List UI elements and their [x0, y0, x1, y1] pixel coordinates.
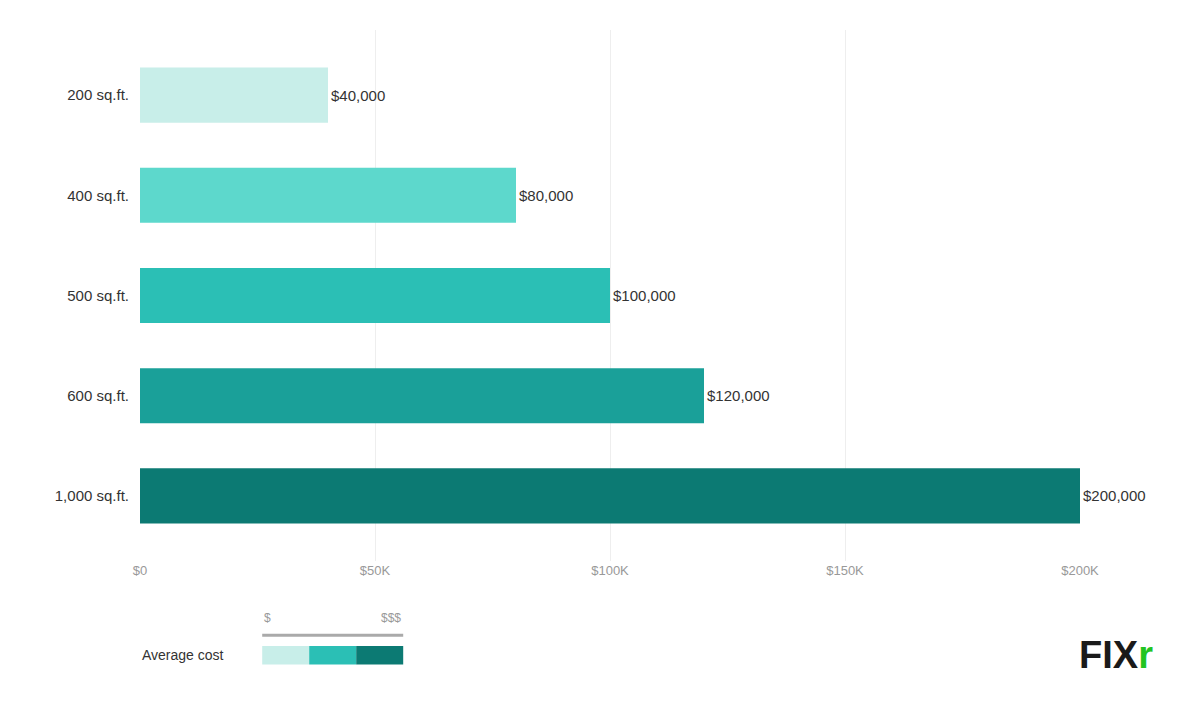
svg-text:$80,000: $80,000	[519, 187, 573, 204]
svg-text:$$$: $$$	[381, 611, 401, 625]
svg-text:500 sq.ft.: 500 sq.ft.	[67, 287, 129, 304]
svg-text:$150K: $150K	[826, 563, 864, 578]
svg-text:600 sq.ft.: 600 sq.ft.	[67, 387, 129, 404]
svg-text:$120,000: $120,000	[707, 387, 770, 404]
svg-text:$200,000: $200,000	[1083, 487, 1146, 504]
svg-text:$0: $0	[133, 563, 147, 578]
svg-text:$200K: $200K	[1061, 563, 1099, 578]
svg-text:$100K: $100K	[591, 563, 629, 578]
svg-text:$: $	[264, 611, 271, 625]
svg-text:Average cost: Average cost	[142, 647, 224, 663]
svg-text:400 sq.ft.: 400 sq.ft.	[67, 187, 129, 204]
svg-text:200 sq.ft.: 200 sq.ft.	[67, 86, 129, 103]
svg-text:FIXr: FIXr	[1079, 634, 1153, 676]
svg-text:1,000 sq.ft.: 1,000 sq.ft.	[55, 487, 129, 504]
svg-text:$50K: $50K	[360, 563, 391, 578]
svg-text:$40,000: $40,000	[331, 87, 385, 104]
svg-text:$100,000: $100,000	[613, 287, 676, 304]
